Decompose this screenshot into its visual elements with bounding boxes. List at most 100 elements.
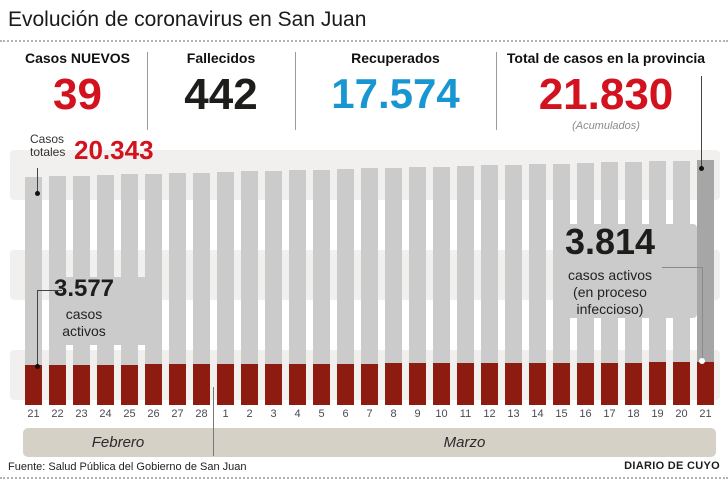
x-tick-marzo-19: 19 — [651, 408, 664, 420]
bar-active-segment — [481, 363, 498, 405]
bar-active-segment — [169, 364, 186, 405]
bar-active-segment — [265, 363, 282, 405]
stat-label: Casos NUEVOS — [24, 50, 131, 66]
active-first-line: activos — [62, 323, 106, 339]
bar-marzo-7 — [361, 168, 378, 405]
active-last-line: (en proceso — [573, 284, 647, 300]
active-first-value: 3.577 — [53, 275, 115, 302]
callout-line — [702, 267, 703, 360]
month-febrero: Febrero — [91, 434, 145, 451]
x-tick-marzo-21: 21 — [699, 408, 712, 420]
bar-active-segment — [97, 364, 114, 405]
x-tick-marzo-9: 9 — [414, 408, 421, 420]
x-tick-marzo-12: 12 — [483, 408, 496, 420]
bar-active-segment — [505, 363, 522, 405]
bar-active-segment — [313, 363, 330, 405]
divider — [496, 52, 497, 130]
x-tick-febrero-24: 24 — [99, 408, 112, 420]
divider — [295, 52, 296, 130]
bar-marzo-2 — [241, 171, 258, 405]
x-tick-marzo-17: 17 — [603, 408, 616, 420]
bar-marzo-8 — [385, 167, 402, 405]
bar-active-segment — [385, 363, 402, 405]
callout-dot — [35, 364, 40, 369]
active-last-line: infeccioso) — [576, 301, 644, 317]
month-marzo: Marzo — [443, 434, 486, 451]
stat-recuperados: Recuperados 17.574 — [295, 50, 496, 115]
x-tick-marzo-7: 7 — [366, 408, 373, 420]
bar-active-segment — [121, 364, 138, 405]
bar-marzo-13 — [505, 164, 522, 405]
bar-marzo-21 — [697, 160, 714, 405]
x-axis: 21 22 23 24 25 26 27 28 1 2 3 4 5 6 7 8 9 10 11 12 13 14 15 16 1… — [25, 408, 714, 420]
bar-marzo-4 — [289, 170, 306, 405]
x-tick-febrero-21: 21 — [27, 408, 40, 420]
bar-active-segment — [289, 363, 306, 405]
bar-active-segment — [361, 363, 378, 405]
bar-active-segment — [649, 362, 666, 405]
stat-casos-nuevos: Casos NUEVOS 39 — [8, 50, 147, 117]
top-separator — [0, 40, 728, 42]
bar-marzo-5 — [313, 169, 330, 405]
annotation-panel — [553, 224, 697, 318]
annotation-panel — [49, 277, 162, 345]
bar-active-segment — [217, 364, 234, 405]
bar-active-segment — [457, 363, 474, 405]
month-divider-line — [213, 387, 214, 456]
bar-active-segment — [673, 362, 690, 405]
page-title: Evolución de coronavirus en San Juan — [8, 8, 367, 31]
bar-active-segment — [625, 362, 642, 405]
callout-line — [662, 267, 703, 268]
x-tick-marzo-4: 4 — [294, 408, 301, 420]
x-tick-marzo-14: 14 — [531, 408, 544, 420]
x-tick-febrero-23: 23 — [75, 408, 88, 420]
callout-line — [37, 290, 62, 291]
month-band: Febrero Marzo — [23, 428, 716, 457]
credit-text: DIARIO DE CUYO — [624, 460, 720, 472]
x-tick-marzo-1: 1 — [222, 408, 229, 420]
bar-marzo-12 — [481, 165, 498, 405]
callout-line — [37, 168, 38, 194]
bar-marzo-6 — [337, 168, 354, 405]
callout-dot — [699, 166, 704, 171]
stat-value: 442 — [184, 70, 258, 119]
callout-dot — [35, 191, 40, 196]
x-tick-febrero-27: 27 — [171, 408, 184, 420]
active-last-annotation: 3.814 casos activos (en proceso infeccio… — [540, 224, 680, 318]
divider — [147, 52, 148, 130]
bar-febrero-27 — [169, 173, 186, 405]
stat-value: 21.830 — [538, 70, 674, 119]
bar-active-segment — [25, 364, 42, 405]
stat-total-provincia: Total de casos en la provincia 21.830 (A… — [496, 50, 716, 132]
bar-active-segment — [241, 364, 258, 405]
casos-totales-label: Casos totales — [30, 132, 66, 159]
bar-marzo-9 — [409, 167, 426, 405]
x-tick-marzo-16: 16 — [579, 408, 592, 420]
x-tick-marzo-3: 3 — [270, 408, 277, 420]
bar-active-segment — [145, 364, 162, 405]
callout-dot-white — [699, 358, 705, 364]
bar-marzo-1 — [217, 171, 234, 405]
bar-active-segment — [601, 362, 618, 405]
x-tick-marzo-2: 2 — [246, 408, 253, 420]
x-tick-marzo-6: 6 — [342, 408, 349, 420]
x-tick-marzo-10: 10 — [435, 408, 448, 420]
x-tick-febrero-22: 22 — [51, 408, 64, 420]
bar-active-segment — [193, 364, 210, 405]
bar-active-segment — [73, 364, 90, 405]
bar-active-segment — [697, 362, 714, 405]
stat-value: 39 — [53, 70, 102, 119]
stat-fallecidos: Fallecidos 442 — [147, 50, 295, 117]
bar-active-segment — [49, 364, 66, 405]
x-tick-marzo-20: 20 — [675, 408, 688, 420]
x-tick-marzo-13: 13 — [507, 408, 520, 420]
x-tick-marzo-18: 18 — [627, 408, 640, 420]
x-tick-marzo-5: 5 — [318, 408, 325, 420]
bar-febrero-28 — [193, 172, 210, 405]
casos-totales-value: 20.343 — [74, 135, 154, 165]
active-last-line: casos activos — [567, 267, 653, 283]
stat-label: Fallecidos — [186, 50, 256, 66]
x-tick-marzo-8: 8 — [390, 408, 397, 420]
source-text: Fuente: Salud Pública del Gobierno de Sa… — [8, 461, 247, 473]
bar-marzo-3 — [265, 170, 282, 405]
